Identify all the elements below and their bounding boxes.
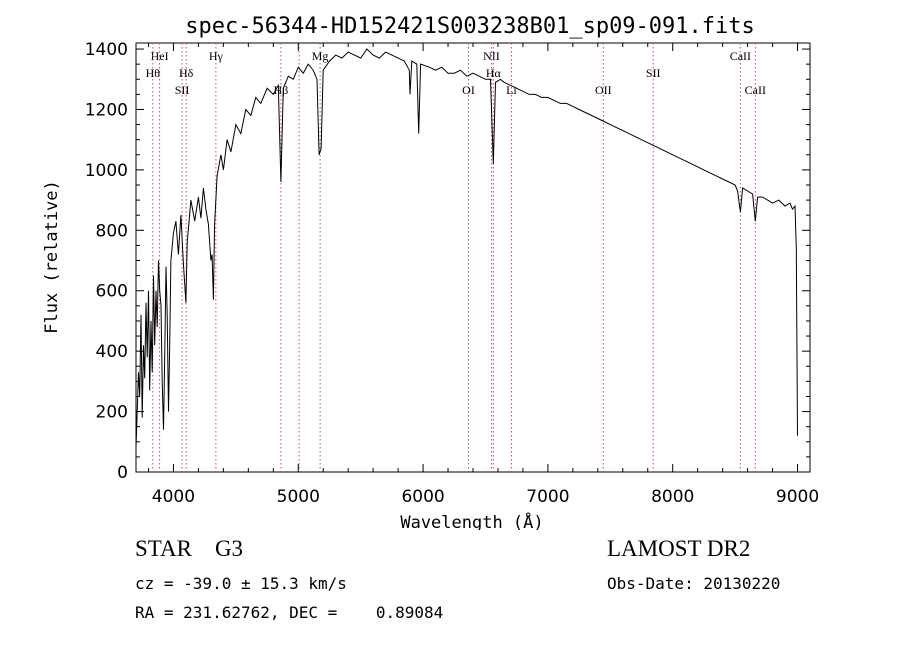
x-axis-label: Wavelength (Å): [400, 511, 543, 530]
line-marker-label: OI: [462, 83, 475, 97]
x-tick-label: 8000: [651, 487, 694, 507]
line-marker-label: CaII: [745, 83, 766, 97]
observation-date: Obs-Date: 20130220: [607, 574, 781, 593]
chart-title: spec-56344-HD152421S003238B01_sp09-091.f…: [185, 14, 755, 39]
y-tick-label: 0: [117, 463, 128, 483]
y-tick-label: 1000: [85, 161, 128, 181]
spectrum-line: [135, 48, 798, 448]
x-tick-label: 7000: [526, 487, 569, 507]
line-marker-label: Hγ: [209, 49, 224, 63]
x-tick-label: 4000: [152, 487, 195, 507]
coordinates-line: RA = 231.62762, DEC = 0.89084: [135, 603, 444, 622]
y-tick-label: 200: [96, 403, 128, 423]
x-tick-label: 6000: [401, 487, 444, 507]
x-tick-label: 9000: [776, 487, 819, 507]
y-tick-label: 400: [96, 342, 128, 362]
line-marker-label: CaII: [730, 49, 751, 63]
line-marker-label: Li: [506, 83, 517, 97]
object-class-label: STAR G3: [135, 536, 244, 561]
line-marker-label: SII: [646, 66, 661, 80]
line-marker-label: Hδ: [179, 66, 194, 80]
line-marker-label: Hθ: [146, 66, 161, 80]
redshift-line: cz = -39.0 ± 15.3 km/s: [135, 574, 347, 593]
line-marker-label: NII: [483, 49, 500, 63]
y-axis-label: Flux (relative): [42, 180, 62, 334]
line-marker-label: SII: [175, 83, 190, 97]
line-marker-label: HeI: [151, 49, 169, 63]
y-tick-label: 800: [96, 221, 128, 241]
plot-frame: [135, 42, 811, 473]
line-marker-label: OII: [595, 83, 612, 97]
y-tick-label: 1200: [85, 100, 128, 120]
survey-label: LAMOST DR2: [607, 536, 751, 561]
x-tick-label: 5000: [277, 487, 320, 507]
y-tick-label: 600: [96, 282, 128, 302]
line-marker-label: Mg: [312, 49, 329, 63]
y-tick-label: 1400: [85, 40, 128, 60]
line-marker-label: Hα: [486, 66, 502, 80]
